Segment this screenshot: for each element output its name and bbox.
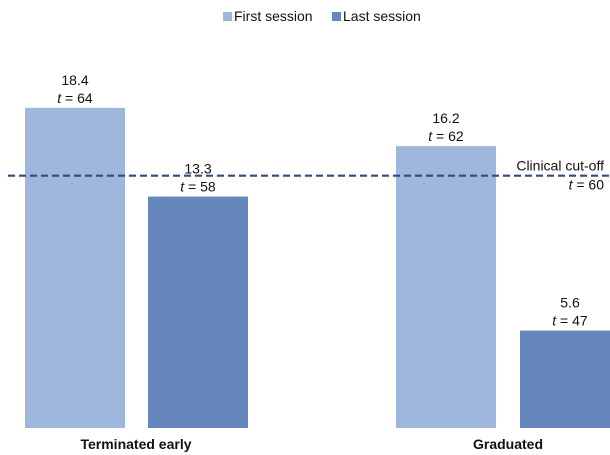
- cutoff-t-value: = 60: [572, 177, 604, 193]
- data-label-value: 5.6: [560, 295, 580, 311]
- bar-2-1: [396, 146, 496, 428]
- legend-label-1: First session: [234, 8, 313, 24]
- data-label-value: 13.3: [184, 161, 211, 177]
- x-axis: Terminated early Graduated: [80, 436, 543, 452]
- cutoff-t-symbol: t: [569, 177, 574, 193]
- data-label-t: t = 62: [428, 128, 464, 144]
- chart-legend: First session Last session: [223, 8, 421, 24]
- x-tick-label-1: Terminated early: [80, 436, 191, 452]
- data-label-t-symbol: t: [57, 90, 62, 106]
- data-label-t-value: = 64: [61, 90, 93, 106]
- legend-swatch-2: [332, 12, 341, 21]
- bar-1-2: [148, 196, 248, 428]
- data-label-t: t = 64: [57, 90, 93, 106]
- data-label-t: t = 47: [552, 313, 588, 329]
- x-tick-label-2: Graduated: [473, 436, 543, 452]
- data-label-t-symbol: t: [428, 128, 433, 144]
- legend-swatch-1: [223, 12, 232, 21]
- data-label-t-symbol: t: [180, 179, 185, 195]
- cutoff-label: Clinical cut-off: [516, 158, 604, 174]
- reference-line-group: Clinical cut-off t = 60: [8, 158, 610, 193]
- bar-group: [25, 107, 610, 428]
- data-label-t-value: = 47: [556, 313, 588, 329]
- cutoff-t-label: t = 60: [569, 177, 605, 193]
- bar-2-2: [520, 330, 610, 428]
- data-label-t-symbol: t: [552, 313, 557, 329]
- data-label-t-value: = 62: [432, 128, 464, 144]
- bar-1-1: [25, 107, 125, 428]
- data-label-t-value: = 58: [184, 179, 216, 195]
- data-label-t: t = 58: [180, 179, 216, 195]
- data-label-value: 16.2: [432, 110, 459, 126]
- data-label-value: 18.4: [61, 72, 88, 88]
- legend-label-2: Last session: [343, 8, 421, 24]
